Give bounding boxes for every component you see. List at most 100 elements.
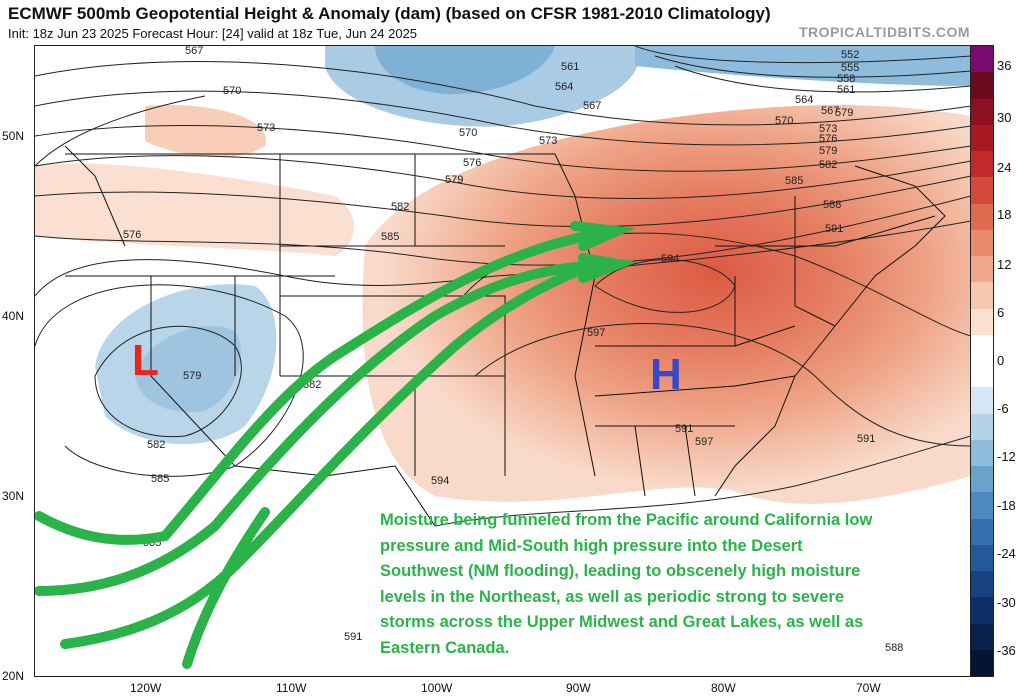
contour-label: 582 xyxy=(147,439,165,451)
colorbar-segment xyxy=(971,649,993,676)
contour-label: 570 xyxy=(223,85,241,97)
colorbar-segment xyxy=(971,492,993,519)
colorbar-segment xyxy=(971,256,993,283)
lon-label: 70W xyxy=(856,681,881,695)
chart-title: ECMWF 500mb Geopotential Height & Anomal… xyxy=(8,4,771,23)
contour-label: 588 xyxy=(885,642,903,654)
colorbar-label: 0 xyxy=(997,353,1005,368)
contour-label: 579 xyxy=(183,370,201,382)
contour-label: 579 xyxy=(835,107,853,119)
colorbar-segment xyxy=(971,466,993,493)
lat-label: 40N xyxy=(2,309,25,323)
colorbar-segment xyxy=(971,72,993,99)
colorbar-label: 12 xyxy=(997,257,1012,272)
chart-subtitle: Init: 18z Jun 23 2025 Forecast Hour: [24… xyxy=(8,26,418,41)
contour-label: 573 xyxy=(539,135,557,147)
arrowhead xyxy=(578,253,638,283)
low-pressure-marker: L xyxy=(132,336,159,385)
high-pressure-marker: H xyxy=(650,350,682,399)
moisture-arrows xyxy=(35,221,638,669)
colorbar-label: -6 xyxy=(997,401,1009,416)
contour-label: 585 xyxy=(785,175,803,187)
contour-label: 558 xyxy=(837,73,855,85)
annotation-text: Moisture being funneled from the Pacific… xyxy=(380,511,873,657)
lon-label: 110W xyxy=(276,681,307,695)
arrowhead xyxy=(570,221,636,251)
lat-label: 20N xyxy=(2,669,25,683)
colorbar-label: -12 xyxy=(997,449,1016,464)
contour-label: 594 xyxy=(661,253,679,265)
cold-anomaly-low-core xyxy=(135,326,241,412)
contour-label: 585 xyxy=(151,473,169,485)
colorbar-segment xyxy=(971,544,993,571)
contour-label: 591 xyxy=(344,631,362,643)
colorbar-label: -30 xyxy=(997,595,1016,610)
map-canvas: 567 570 573 576 579 582 585 552 555 558 … xyxy=(35,46,971,669)
colorbar-label: 30 xyxy=(997,110,1012,125)
weather-map: 567 570 573 576 579 582 585 552 555 558 … xyxy=(34,45,972,677)
moisture-arrow xyxy=(182,507,270,669)
colorbar-segment xyxy=(971,282,993,309)
contour-label: 567 xyxy=(185,46,203,57)
contour-label: 555 xyxy=(841,62,859,74)
contour-label: 588 xyxy=(823,199,841,211)
contour-label: 591 xyxy=(825,223,843,235)
colorbar-segment xyxy=(971,308,993,335)
colorbar-segment xyxy=(971,151,993,178)
contour-label: 573 xyxy=(819,123,837,135)
lat-label: 30N xyxy=(2,489,25,503)
contour-label: 564 xyxy=(795,94,813,106)
colorbar-segment xyxy=(971,518,993,545)
contour-label: 585 xyxy=(381,231,399,243)
contour-label: 579 xyxy=(819,145,837,157)
moisture-arrow xyxy=(35,259,620,596)
lon-label: 90W xyxy=(566,681,591,695)
contour-label: 591 xyxy=(857,433,875,445)
contour-label: 594 xyxy=(431,475,449,487)
colorbar-segment xyxy=(971,623,993,650)
lon-label: 120W xyxy=(130,681,162,695)
contour-label: 564 xyxy=(555,81,573,93)
colorbar-segment xyxy=(971,46,993,73)
moisture-arrow xyxy=(60,259,600,649)
colorbar-segment xyxy=(971,98,993,125)
credit-text: TROPICALTIDBITS.COM xyxy=(798,24,970,40)
colorbar-label: -36 xyxy=(997,643,1016,658)
warm-anomaly-north xyxy=(145,105,266,158)
colorbar-label: -24 xyxy=(997,546,1016,561)
colorbar-segment xyxy=(971,571,993,598)
colorbar-segment xyxy=(971,334,993,361)
contour-label: 597 xyxy=(695,436,713,448)
contour-label: 582 xyxy=(819,159,837,171)
colorbar-label: 18 xyxy=(997,207,1012,222)
cold-anomaly-north-core xyxy=(375,46,555,95)
contour-label: 567 xyxy=(583,100,601,112)
colorbar-label: -18 xyxy=(997,498,1016,513)
contour-label: 576 xyxy=(819,133,837,145)
colorbar-segment xyxy=(971,361,993,388)
colorbar-label: 36 xyxy=(997,58,1012,73)
colorbar-label: 24 xyxy=(997,160,1012,175)
colorbar-segment xyxy=(971,387,993,414)
contour-label: 576 xyxy=(123,229,141,241)
contour-label: 570 xyxy=(775,115,793,127)
anomaly-colorbar xyxy=(970,45,994,677)
warm-anomaly-region xyxy=(362,104,971,504)
warm-anomaly-west xyxy=(35,163,354,256)
moisture-arrow xyxy=(35,226,620,545)
contour-label: 576 xyxy=(463,157,481,169)
colorbar-segment xyxy=(971,124,993,151)
contour-label: 579 xyxy=(445,174,463,186)
contour-label: 573 xyxy=(257,122,275,134)
colorbar-segment xyxy=(971,597,993,624)
contour-label: 552 xyxy=(841,49,859,61)
colorbar-label: 6 xyxy=(997,305,1005,320)
colorbar-segment xyxy=(971,413,993,440)
contour-label: 561 xyxy=(837,84,855,96)
colorbar-segment xyxy=(971,177,993,204)
colorbar-segment xyxy=(971,439,993,466)
contour-label: 570 xyxy=(459,127,477,139)
colorbar-segment xyxy=(971,203,993,230)
political-borders xyxy=(64,145,946,527)
lon-label: 100W xyxy=(421,681,453,695)
